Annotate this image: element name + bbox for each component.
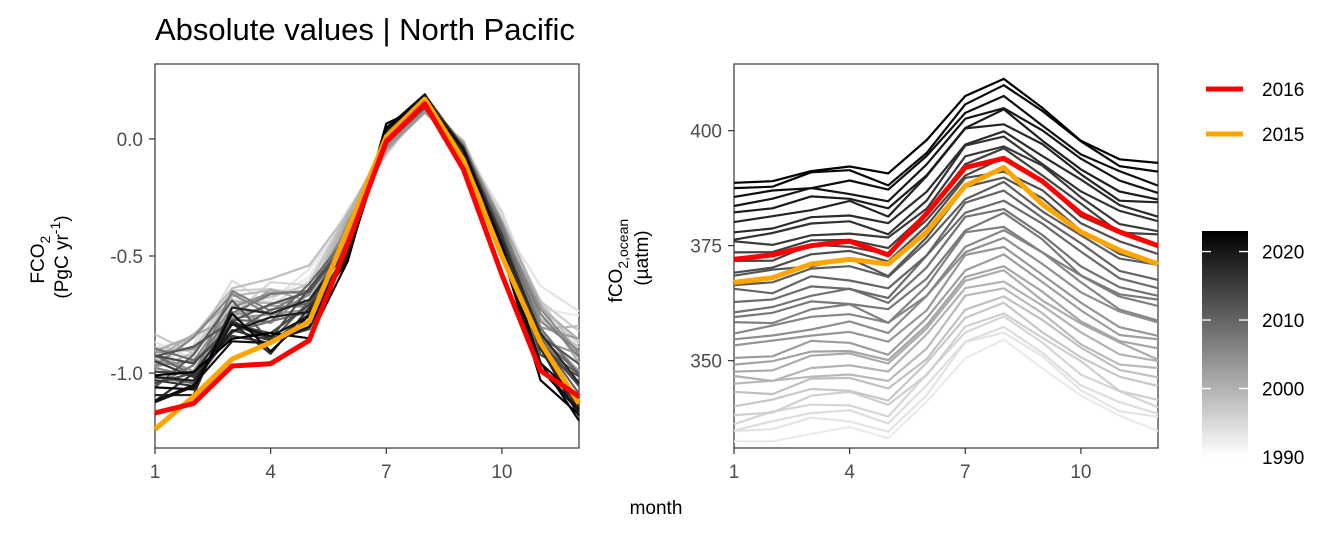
right-series-line-2004: [733, 229, 1159, 335]
right-series-line-2023: [733, 77, 1159, 184]
left-y-tick-label--1.0: -1.0: [110, 364, 143, 385]
right-series-line-2010: [733, 180, 1159, 287]
right-series-line-2015: [733, 165, 1159, 285]
left-panel-axes: 1 4 7 10 0.0 -0.5 -1.0: [110, 130, 512, 483]
right-series-line-2015: [733, 145, 1159, 246]
right-series-line-2021: [733, 94, 1159, 198]
left-y-axis-label: FCO2 (PgC yr-1): [28, 215, 73, 298]
right-x-tick-label-7: 7: [960, 462, 971, 483]
right-series-line-2019: [733, 108, 1159, 214]
colorbar-label-2000: 2000: [1262, 380, 1304, 401]
right-series-line-2012: [733, 170, 1159, 274]
left-y-label-unit-superscript: -1: [47, 222, 63, 235]
left-x-tick-label-4: 4: [265, 462, 276, 483]
right-panel-fco2-ocean: 1 4 7 10 400 375 350 fCO2,ocean (µatm): [606, 63, 1159, 483]
right-y-label-main: fCO: [606, 269, 627, 303]
right-series-line-1992: [733, 325, 1159, 432]
chart-title: Absolute values | North Pacific: [155, 12, 575, 47]
right-series-line-1991: [733, 331, 1159, 433]
colorbar-gradient: [1202, 231, 1248, 457]
right-series-line-2016: [733, 135, 1159, 241]
right-series-line-2007: [733, 208, 1159, 314]
left-x-tick-label-1: 1: [150, 462, 161, 483]
left-y-tick-label-0.0: 0.0: [117, 130, 143, 151]
right-series-line-2008: [733, 199, 1159, 304]
right-series-line-1990: [733, 338, 1159, 443]
year-colorbar: 2020 2010 2000 1990: [1202, 231, 1304, 469]
right-panel-plot-lines: [733, 77, 1159, 443]
right-series-line-2001: [733, 253, 1159, 359]
right-series-line-2003: [733, 236, 1159, 341]
legend-label-2015: 2015: [1262, 125, 1304, 146]
left-y-label-main: FCO: [28, 243, 49, 283]
right-x-tick-label-10: 10: [1070, 462, 1091, 483]
left-series-line-2015: [153, 96, 582, 432]
right-series-line-1999: [733, 269, 1159, 373]
left-x-tick-label-10: 10: [491, 462, 512, 483]
right-y-axis-label: fCO2,ocean (µatm): [606, 214, 653, 303]
right-y-tick-label-350: 350: [690, 352, 722, 373]
right-series-line-1997: [733, 287, 1159, 385]
right-x-tick-label-1: 1: [729, 462, 740, 483]
left-panel-fco2-flux: 1 4 7 10 0.0 -0.5 -1.0 FCO2 (PgC yr-1): [28, 63, 582, 483]
left-y-label-unit-prefix: (PgC yr: [52, 234, 73, 299]
legend-label-2016: 2016: [1262, 80, 1304, 101]
colorbar-label-2010: 2010: [1262, 311, 1304, 332]
right-series-line-2020: [733, 107, 1159, 208]
right-series-line-2000: [733, 265, 1159, 366]
left-series-line-2016: [154, 101, 581, 416]
right-series-line-1994: [733, 312, 1159, 417]
right-series-line-1998: [733, 280, 1159, 383]
right-series-line-2009: [733, 189, 1159, 295]
right-series-line-2002: [733, 245, 1159, 347]
legend: 2016 2015: [1206, 80, 1304, 146]
right-series-line-2006: [733, 211, 1159, 319]
right-series-line-2016: [733, 155, 1159, 262]
right-series-line-1995: [733, 301, 1159, 408]
left-y-label-subscript: 2: [37, 235, 53, 243]
right-x-tick-label-4: 4: [844, 462, 855, 483]
right-series-line-2022: [733, 84, 1159, 190]
right-y-tick-label-400: 400: [690, 122, 722, 143]
left-x-tick-label-7: 7: [381, 462, 392, 483]
left-y-tick-label--0.5: -0.5: [110, 247, 143, 268]
right-series-line-1996: [733, 295, 1159, 396]
colorbar-label-2020: 2020: [1262, 243, 1304, 264]
right-series-line-1993: [733, 315, 1159, 426]
right-y-tick-label-375: 375: [690, 237, 722, 258]
right-panel-axes: 1 4 7 10 400 375 350: [690, 122, 1091, 483]
right-y-label-unit: (µatm): [632, 230, 653, 285]
right-y-label-subscript: 2,ocean: [615, 219, 631, 269]
right-series-line-2017: [733, 130, 1159, 234]
colorbar-label-1990: 1990: [1262, 448, 1304, 469]
left-panel-plot-lines: [153, 93, 582, 432]
left-y-label-unit-suffix: ): [52, 215, 73, 221]
x-axis-label: month: [630, 498, 683, 519]
